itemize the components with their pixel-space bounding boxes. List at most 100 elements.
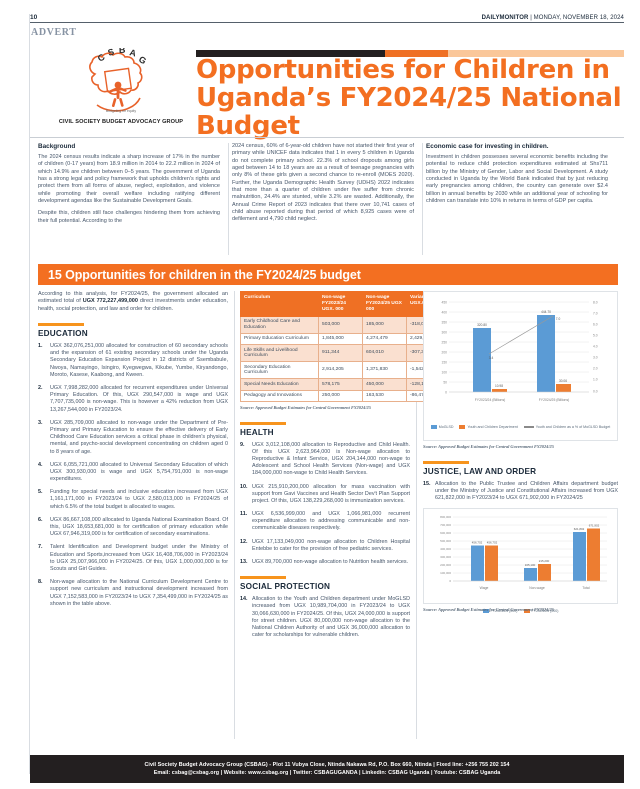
justice-heading: JUSTICE, LAW AND ORDER: [423, 466, 537, 476]
svg-text:150: 150: [441, 361, 447, 365]
table-row: Early Childhood Care and Education 503,0…: [240, 315, 441, 334]
cell-curriculum: Secondary Education Curriculum: [240, 361, 319, 380]
bar-total-2023: [573, 532, 586, 582]
svg-text:300: 300: [441, 331, 447, 335]
cell-2023: 2,914,205: [318, 361, 363, 380]
svg-text:600,000: 600,000: [440, 531, 451, 535]
tricolor-segment-light: [448, 50, 624, 57]
svg-text:S: S: [107, 48, 116, 58]
education-heading: EDUCATION: [38, 329, 88, 339]
table-source-note: Source: Approved Budget Estimates for Ce…: [240, 404, 371, 410]
education-tab-marker: [38, 323, 84, 327]
logo-caption: CIVIL SOCIETY BUDGET ADVOCACY GROUP: [58, 119, 184, 125]
intro-divider-1: [228, 143, 229, 255]
body-divider-1: [234, 291, 235, 739]
item-number: 2.: [38, 385, 43, 392]
item-text: UGX 89,700,000 non-wage allocation to Nu…: [252, 559, 409, 566]
list-item: 10. UGX 215,910,200,000 allocation for ma…: [240, 484, 410, 506]
body-divider-2: [416, 291, 417, 739]
svg-text:450: 450: [441, 301, 447, 305]
cell-2024: 604,010: [362, 344, 407, 363]
page-title: Opportunities for Children in Uganda’s F…: [196, 55, 622, 142]
svg-text:10.98: 10.98: [495, 384, 503, 388]
svg-text:B: B: [119, 48, 126, 55]
table-header-row: Curriculum Non-wage FY2023/24 UGX. 000 N…: [240, 291, 441, 317]
svg-text:100: 100: [441, 371, 447, 375]
item-text: Funding for special needs and inclusive …: [50, 489, 228, 510]
item-text: UGX 86,667,108,000 allocated to Uganda N…: [50, 516, 228, 538]
economic-case-paragraph: Investment in children possesses several…: [426, 154, 608, 204]
justice-tab-marker: [423, 460, 469, 464]
col-header-nonwage-2024: Non-wage FY2024/25 UGX 000: [362, 291, 407, 317]
intro-column-continued: 2024 census, 60% of 6-year-old children …: [232, 143, 414, 230]
legend-item: MoGLSD: [430, 425, 454, 429]
column-table-health: Curriculum Non-wage FY2023/24 UGX. 000 N…: [240, 291, 441, 645]
bar-moglsd-2024: [537, 315, 555, 392]
justice-list: 15. Allocation to the Public Trustee and …: [423, 481, 618, 503]
legend-swatch-blue: [482, 609, 489, 614]
item-number: 1.: [38, 343, 43, 350]
item-number: 5.: [38, 489, 43, 496]
item-number: 15.: [423, 480, 431, 487]
cell-curriculum: Special Needs Education: [240, 378, 319, 391]
legend-label: Youth and Children Department: [467, 425, 518, 429]
item-text: UGX 362,076,251,000 allocated for constr…: [50, 343, 228, 378]
list-item: 3. UGX 285,709,000 allocated to non-wage …: [38, 420, 228, 456]
item-number: 8.: [38, 579, 43, 586]
svg-text:400,000: 400,000: [440, 547, 451, 551]
intro-columns: Background The 2024 census results indic…: [38, 143, 618, 230]
item-number: 11.: [240, 511, 248, 518]
svg-text:456,702: 456,702: [487, 541, 498, 545]
svg-text:1.0: 1.0: [593, 378, 598, 382]
economic-case-heading: Economic case for investing in children.: [426, 143, 549, 150]
tricolor-bar: [196, 50, 624, 57]
footer-line-1: Civil Society Budget Advocacy Group (CSB…: [144, 761, 510, 768]
list-item: 7. Talent Identification and Development …: [38, 544, 228, 573]
svg-text:3.0: 3.0: [593, 356, 598, 360]
background-paragraph-3: 2024 census, 60% of 6-year-old children …: [232, 143, 414, 223]
svg-text:500,000: 500,000: [440, 539, 451, 543]
footer-line-2: Email: csbag@csbag.org | Website: www.cs…: [153, 770, 501, 776]
column-charts: 450 400 350 300 250 200 150 100 50 0 8.0 7.0 6.0…: [423, 291, 618, 614]
col-header-nonwage-2023: Non-wage FY2023/24 UGX. 000: [318, 291, 363, 317]
table-row: Primary Education Curriculum 1,845,000 4…: [240, 332, 441, 346]
curriculum-table: Curriculum Non-wage FY2023/24 UGX. 000 N…: [240, 291, 441, 403]
svg-text:200,000: 200,000: [440, 563, 451, 567]
table-row: Special Needs Education 578,175 450,000 …: [240, 378, 441, 391]
cell-2024: 185,000: [362, 315, 407, 334]
svg-text:50: 50: [443, 381, 447, 385]
list-item: 2. UGX 7,998,282,000 allocated for recurr…: [38, 385, 228, 414]
svg-text:0: 0: [449, 579, 451, 583]
legend-item: FY2023/24 (000): [482, 609, 518, 614]
left-page-rule: [29, 14, 31, 774]
bar-wage-2024: [485, 545, 498, 582]
opportunities-band: 15 Opportunities for children in the FY2…: [38, 264, 618, 285]
item-number: 13.: [240, 559, 248, 566]
headline-divider: [30, 137, 624, 138]
svg-text:215,200: 215,200: [539, 559, 550, 563]
tricolor-segment-dark: [196, 50, 385, 57]
svg-text:320.80: 320.80: [477, 323, 487, 327]
item-text: UGX 6,055,721,000 allocated to Universal…: [50, 461, 228, 483]
tricolor-segment-orange: [385, 50, 448, 57]
table-row: Secondary Education Curriculum 2,914,205…: [240, 361, 441, 380]
social-protection-heading: SOCIAL PROTECTION: [240, 582, 331, 592]
item-text: UGX 3,012,108,000 allocation to Reproduc…: [252, 441, 410, 477]
bar-moglsd-2023: [473, 328, 491, 392]
cell-2024: 1,371,830: [362, 361, 407, 380]
legend-swatch-orange: [523, 609, 530, 614]
svg-text:700,000: 700,000: [440, 523, 451, 527]
svg-text:C: C: [96, 52, 107, 64]
item-number: 4.: [38, 461, 43, 468]
intro-column-economic-case: Economic case for investing in children.…: [426, 143, 608, 230]
line-percent-series: [488, 315, 554, 355]
legend-label: MoGLSD: [438, 425, 454, 429]
cell-curriculum: Life Skills and Livelihood Curriculum: [240, 344, 319, 363]
background-paragraph-1: The 2024 census results indicate a sharp…: [38, 154, 220, 204]
svg-text:8.0: 8.0: [593, 301, 598, 305]
svg-text:250: 250: [441, 341, 447, 345]
svg-text:800,000: 800,000: [440, 515, 451, 519]
svg-text:400: 400: [441, 311, 447, 315]
svg-text:FY2024/25 (Billions): FY2024/25 (Billions): [539, 398, 570, 402]
item-text: UGX 285,709,000 allocated to non-wage un…: [50, 419, 228, 455]
